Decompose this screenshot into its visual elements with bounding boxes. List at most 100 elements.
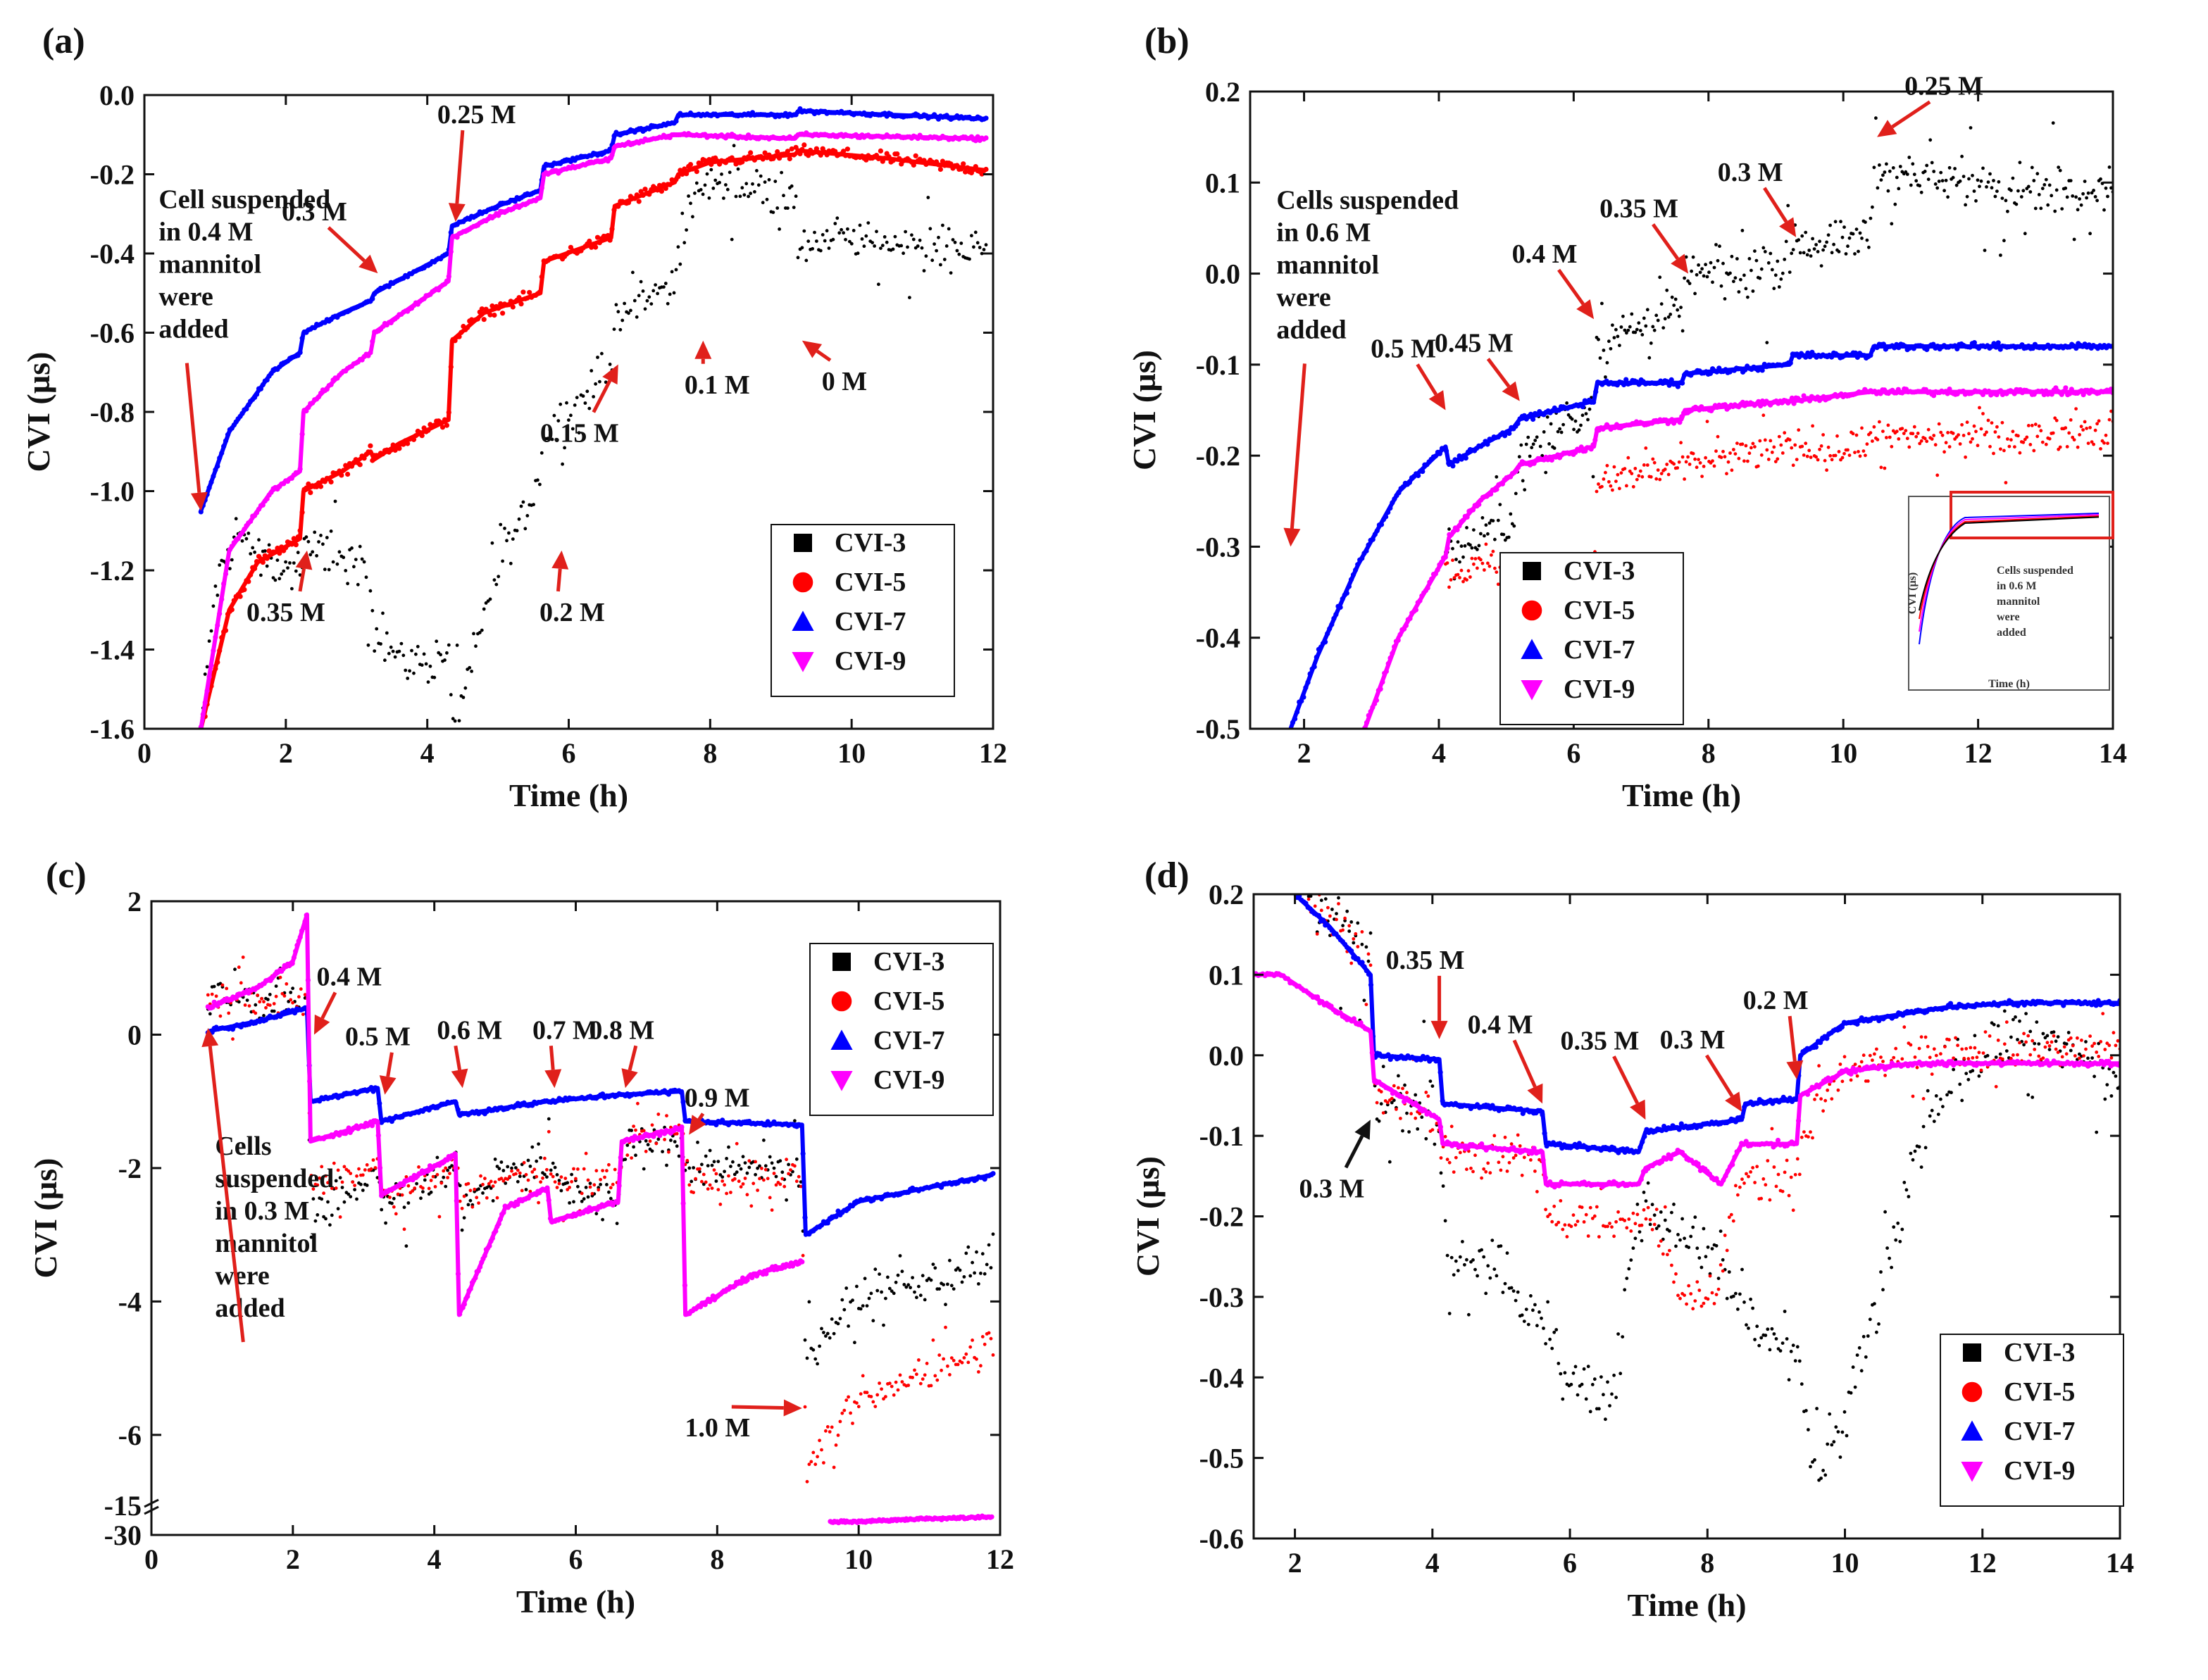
data-point: [212, 984, 216, 989]
data-point: [844, 1398, 849, 1402]
annotation-arrow: [592, 364, 618, 413]
data-point: [491, 1184, 495, 1188]
data-point: [1456, 572, 1460, 577]
data-point: [918, 1293, 923, 1298]
data-point: [1837, 250, 1841, 253]
data-point: [1826, 233, 1830, 237]
data-point: [908, 296, 911, 299]
data-point: [1566, 413, 1571, 417]
data-point: [1786, 203, 1790, 208]
data-point: [790, 184, 794, 188]
data-point: [675, 1132, 679, 1136]
data-point: [1999, 447, 2002, 451]
data-point: [1904, 429, 1908, 432]
data-point: [729, 1165, 732, 1168]
data-point: [698, 1170, 701, 1174]
annotation-arrow: [1763, 187, 1797, 237]
data-point: [1967, 432, 1971, 436]
data-point: [727, 1174, 730, 1178]
data-point: [594, 382, 597, 386]
data-point: [724, 183, 728, 187]
data-point: [2007, 444, 2011, 449]
data-point: [519, 504, 523, 508]
data-point: [1487, 521, 1492, 525]
data-point: [1547, 442, 1552, 446]
data-point: [964, 1251, 968, 1255]
data-point: [1865, 442, 1869, 446]
data-point: [481, 1182, 485, 1186]
data-point: [952, 1287, 956, 1291]
data-point: [2107, 418, 2112, 422]
data-point: [973, 230, 978, 234]
data-point: [760, 1167, 763, 1170]
annotation-arrow-shaft: [455, 130, 465, 204]
data-point: [605, 1169, 609, 1173]
data-point: [444, 1166, 448, 1170]
inset-highlight-box: [1950, 491, 2114, 539]
data-point: [1700, 475, 1704, 478]
data-point: [414, 652, 418, 656]
data-point: [1686, 279, 1690, 283]
data-point: [1830, 251, 1834, 255]
data-point: [685, 1158, 690, 1162]
data-point: [594, 234, 601, 240]
data-point: [1477, 544, 1481, 548]
data-point: [718, 1203, 723, 1206]
data-point: [239, 981, 243, 985]
data-point: [1728, 451, 1732, 455]
annotation: 0.35 M: [1599, 194, 1689, 274]
data-point: [1853, 451, 1857, 454]
data-point: [1744, 287, 1748, 291]
data-point: [1579, 423, 1583, 427]
data-point: [1526, 435, 1530, 439]
data-point: [1971, 173, 1974, 177]
data-point: [742, 193, 747, 197]
annotation-arrow-shaft: [1763, 187, 1788, 223]
data-point: [460, 1228, 464, 1232]
data-point: [328, 1178, 332, 1182]
data-point: [1930, 437, 1934, 441]
data-point: [985, 1262, 989, 1267]
data-point: [443, 658, 447, 662]
data-point: [859, 1307, 863, 1311]
annotation-label: were: [215, 1261, 269, 1291]
data-point: [569, 413, 573, 418]
annotation-arrow-head: [190, 491, 208, 511]
data-point: [802, 229, 806, 233]
data-point: [865, 1304, 869, 1308]
data-point: [280, 572, 284, 576]
data-point: [1842, 225, 1846, 229]
legend-marker: [1521, 680, 1543, 701]
data-point: [687, 194, 690, 198]
data-point: [306, 539, 311, 544]
data-point: [768, 1196, 772, 1200]
y-tick-label: -0.1: [1196, 349, 1240, 381]
data-point: [1651, 325, 1655, 329]
data-point: [575, 396, 579, 399]
data-point: [1753, 445, 1757, 449]
data-point: [1672, 462, 1676, 466]
data-point: [576, 1184, 580, 1189]
data-point: [920, 246, 924, 250]
data-point: [2040, 187, 2045, 191]
data-point: [590, 1191, 594, 1196]
data-point: [203, 672, 207, 676]
data-point: [207, 639, 211, 643]
data-point: [1960, 154, 1964, 158]
data-point: [1712, 265, 1716, 270]
data-point: [2021, 440, 2026, 444]
data-point: [844, 237, 847, 242]
data-point: [294, 569, 298, 573]
data-point: [1480, 561, 1485, 565]
data-point: [707, 196, 711, 200]
data-point: [1690, 269, 1694, 273]
data-point: [247, 532, 251, 535]
data-point: [775, 206, 780, 210]
data-point: [847, 1324, 850, 1328]
data-point: [906, 1384, 911, 1387]
data-point: [631, 270, 635, 275]
annotation: 0.25 M: [437, 100, 516, 222]
data-point: [1531, 442, 1535, 446]
data-point: [811, 1348, 816, 1352]
data-point: [754, 1172, 757, 1177]
